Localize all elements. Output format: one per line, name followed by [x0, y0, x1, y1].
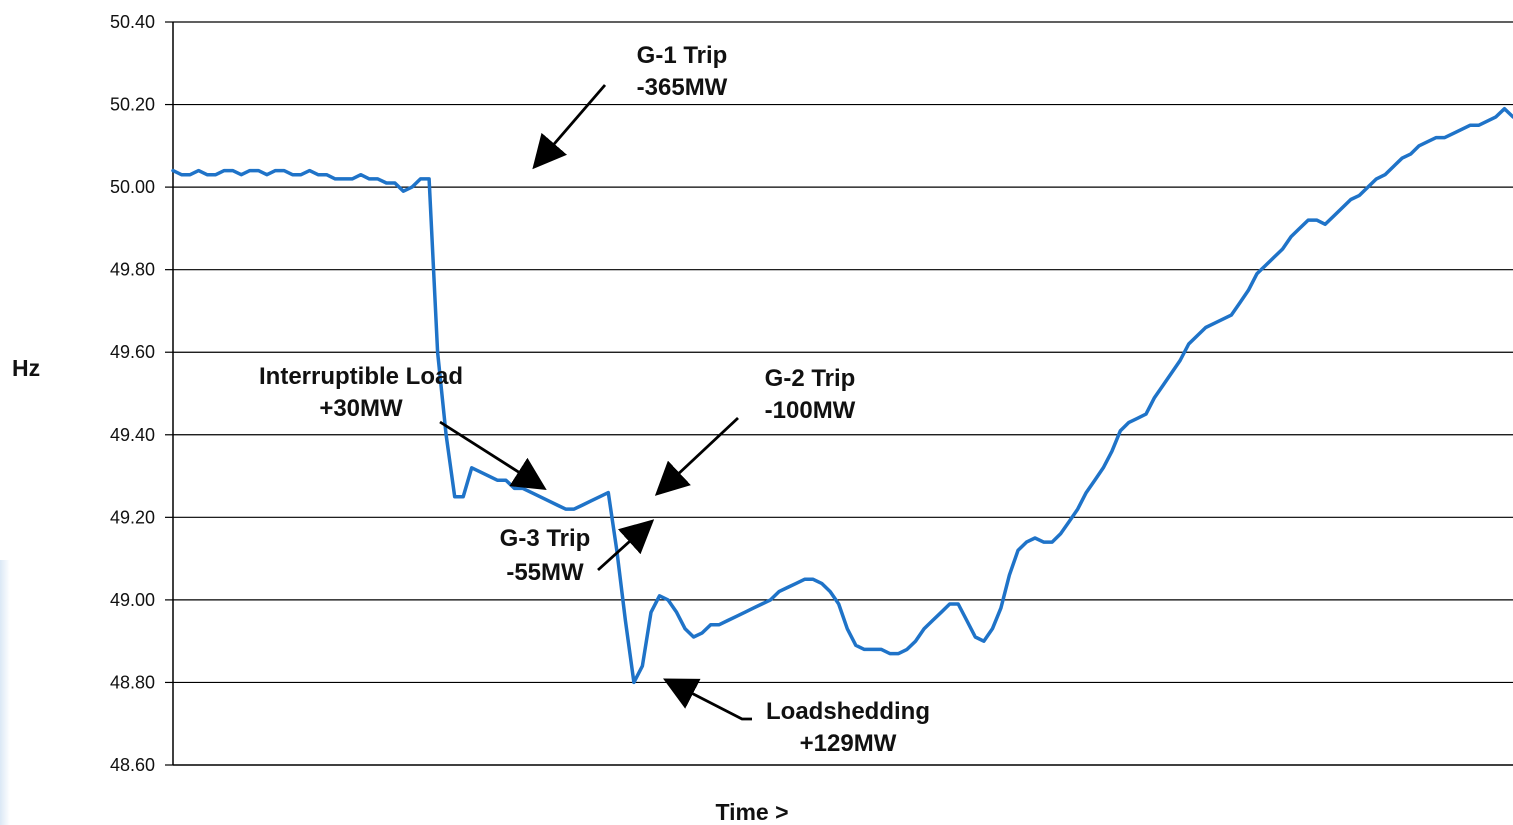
annotation-arrows: [439, 84, 752, 721]
annotation-interruptible-load: Interruptible Load +30MW: [259, 363, 463, 422]
g3-trip-arrow: [597, 519, 655, 572]
y-axis-label: Hz: [12, 355, 40, 381]
frequency-series-line: [171, 106, 1513, 685]
annotation-interruptible-load-line2: +30MW: [319, 395, 403, 422]
annotation-loadshedding-line2: +129MW: [800, 730, 897, 757]
y-tick-label: 50.40: [110, 12, 155, 32]
left-edge-fade: [0, 560, 10, 825]
y-tick-label: 49.80: [110, 260, 155, 280]
annotation-interruptible-load-line1: Interruptible Load: [259, 363, 463, 390]
y-axis-ticks: 50.40 50.20 50.00 49.80 49.60 49.40 49.20 49.00…: [110, 12, 173, 775]
annotation-g3-trip-line1: G-3 Trip: [500, 525, 591, 552]
loadshedding-arrow: [663, 678, 752, 721]
annotation-g2-trip-line1: G-2 Trip: [765, 365, 856, 392]
y-tick-label: 48.80: [110, 672, 155, 692]
annotation-g2-trip: G-2 Trip -100MW: [765, 365, 856, 424]
annotation-g3-trip: G-3 Trip -55MW: [500, 525, 591, 586]
annotation-g2-trip-line2: -100MW: [765, 397, 856, 424]
y-tick-label: 50.00: [110, 177, 155, 197]
g1-trip-arrow: [532, 84, 607, 170]
annotation-g1-trip-line1: G-1 Trip: [637, 42, 728, 69]
y-tick-label: 49.20: [110, 507, 155, 527]
interruptible-load-arrow: [439, 420, 547, 491]
grid-lines: [173, 21, 1513, 766]
annotation-loadshedding-line1: Loadshedding: [766, 698, 930, 725]
annotation-g1-trip-line2: -365MW: [637, 74, 728, 101]
g2-trip-arrow: [654, 416, 739, 496]
y-tick-label: 49.00: [110, 590, 155, 610]
annotation-g3-trip-line2: -55MW: [506, 559, 584, 586]
y-tick-label: 50.20: [110, 95, 155, 115]
y-tick-label: 49.40: [110, 425, 155, 445]
annotation-loadshedding: Loadshedding +129MW: [766, 698, 930, 757]
annotation-g1-trip: G-1 Trip -365MW: [637, 42, 728, 101]
x-axis-label: Time >: [715, 799, 788, 825]
y-tick-label: 49.60: [110, 342, 155, 362]
y-tick-label: 48.60: [110, 755, 155, 775]
